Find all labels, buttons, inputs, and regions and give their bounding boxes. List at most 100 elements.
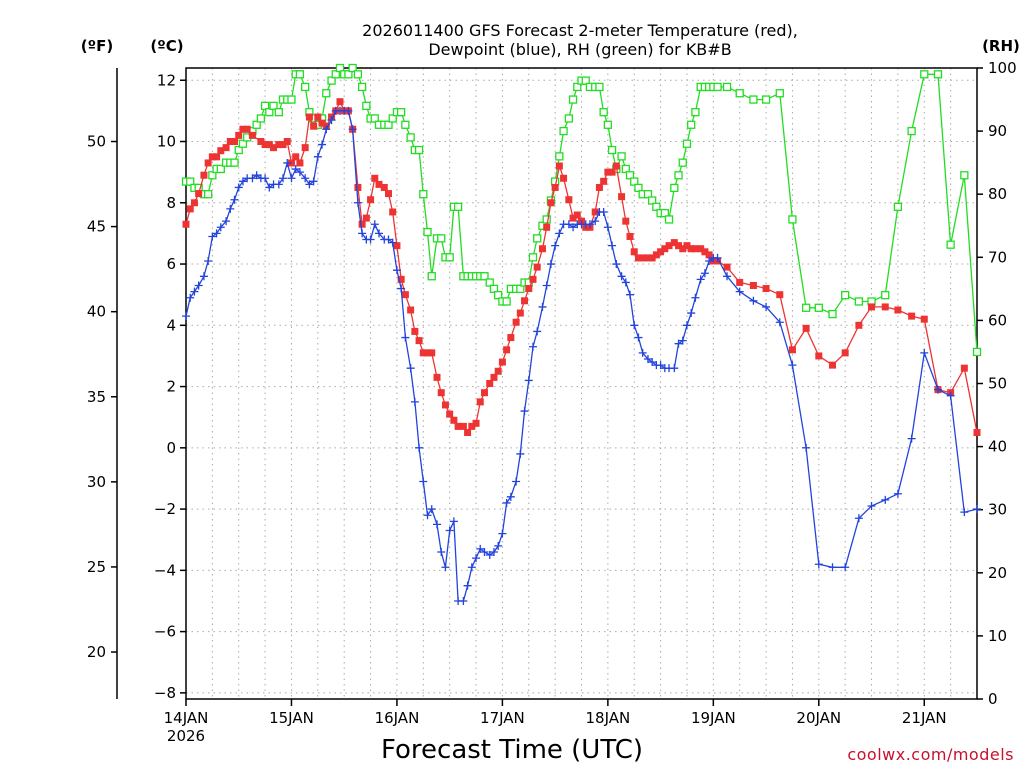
celsius-unit-label: (ºC) [150, 37, 183, 55]
dewpoint-point [828, 563, 837, 572]
temperature-point [464, 429, 472, 437]
rh-point [287, 95, 296, 104]
rh-point [652, 202, 661, 211]
temperature-point [529, 275, 537, 283]
dewpoint-point [802, 443, 811, 452]
dewpoint-point [348, 125, 357, 134]
temperature-point [705, 251, 713, 259]
dewpoint-point [617, 272, 626, 281]
temperature-point [547, 199, 555, 207]
grid-lines [186, 68, 977, 699]
temperature-point [454, 422, 462, 430]
fahrenheit-tick-label: 50 [87, 133, 106, 151]
rh-point [678, 158, 687, 167]
fahrenheit-unit-label: (ºF) [81, 37, 113, 55]
temperature-point [608, 168, 616, 176]
temperature-point [257, 138, 265, 146]
rh-point [854, 297, 864, 306]
x-tick-sublabel: 2026 [167, 727, 205, 745]
dewpoint-point [973, 505, 981, 514]
dewpoint-point [480, 547, 489, 556]
temperature-point [670, 239, 678, 247]
rh-point [494, 291, 503, 300]
dewpoint-point [502, 498, 511, 507]
temperature-point [393, 242, 401, 250]
temperature-point [573, 211, 581, 219]
series-line-rh [186, 66, 978, 352]
temperature-point [208, 153, 216, 161]
temperature-point [362, 214, 370, 222]
temperature-point [296, 159, 304, 167]
fahrenheit-tick-label: 25 [87, 558, 106, 576]
rh-tick-label: 20 [988, 564, 1007, 582]
dewpoint-point [295, 168, 304, 177]
temperature-point [829, 361, 837, 369]
rh-point [344, 70, 353, 79]
temperature-point [634, 254, 642, 262]
temperature-point [261, 141, 269, 149]
dewpoint-point [318, 140, 327, 149]
series-temperature [182, 98, 981, 437]
dewpoint-point [182, 312, 190, 321]
dewpoint-point [907, 434, 916, 443]
fahrenheit-tick-label: 45 [87, 218, 106, 236]
dewpoint-point [353, 198, 362, 207]
rh-point [687, 120, 696, 129]
dewpoint-point [555, 229, 564, 238]
rh-point [933, 70, 943, 79]
temperature-point [468, 422, 476, 430]
temperature-point [305, 113, 313, 121]
rh-point [453, 202, 463, 211]
rh-point [749, 95, 758, 104]
temperature-point [476, 398, 484, 406]
rh-point [607, 145, 617, 155]
dewpoint-point [384, 235, 393, 244]
dewpoint-point [279, 174, 288, 183]
rh-point [401, 120, 410, 129]
dewpoint-point [433, 520, 442, 529]
dewpoint-point [516, 449, 525, 458]
temperature-point [204, 159, 212, 167]
dewpoint-point [327, 116, 336, 125]
credit-link[interactable]: coolwx.com/models [847, 745, 1014, 764]
dewpoint-point [194, 281, 203, 290]
rh-point [269, 101, 278, 111]
dewpoint-point [441, 563, 450, 572]
dewpoint-point [358, 229, 367, 238]
temperature-point [776, 291, 784, 299]
temperature-point [543, 223, 551, 231]
rh-point [414, 145, 424, 155]
temperature-point [265, 141, 273, 149]
temperature-point [472, 419, 480, 427]
rh-point [362, 101, 371, 111]
temperature-point [314, 113, 322, 121]
rh-point [674, 171, 683, 180]
x-tick-label: 17JAN [480, 709, 525, 727]
dewpoint-point [252, 171, 261, 180]
temperature-point [841, 349, 849, 357]
rh-point [960, 171, 969, 180]
temperature-point [371, 174, 379, 182]
temperature-point [503, 346, 511, 354]
chart-title-line-1: 2026011400 GFS Forecast 2-meter Temperat… [362, 21, 798, 40]
rh-point [427, 272, 436, 281]
dewpoint-point [238, 177, 247, 186]
dewpoint-point [682, 321, 691, 330]
dewpoint-point [410, 397, 419, 406]
rh-point [489, 284, 499, 294]
temperature-point [894, 306, 902, 314]
temperature-point [190, 199, 198, 207]
dewpoint-point [388, 238, 397, 247]
temperature-point [788, 346, 796, 354]
temperature-point [723, 263, 731, 271]
dewpoint-point [437, 547, 446, 556]
dewpoint-point [230, 195, 239, 204]
rh-point [397, 108, 406, 117]
celsius-axis: 12 10 8 6 4 2 0 −2 −4 −6 −8 [154, 71, 186, 702]
temperature-point [310, 122, 318, 130]
dewpoint-point [626, 290, 635, 299]
temperature-point [239, 125, 247, 133]
temperature-point [384, 190, 392, 198]
rh-point [691, 108, 700, 117]
